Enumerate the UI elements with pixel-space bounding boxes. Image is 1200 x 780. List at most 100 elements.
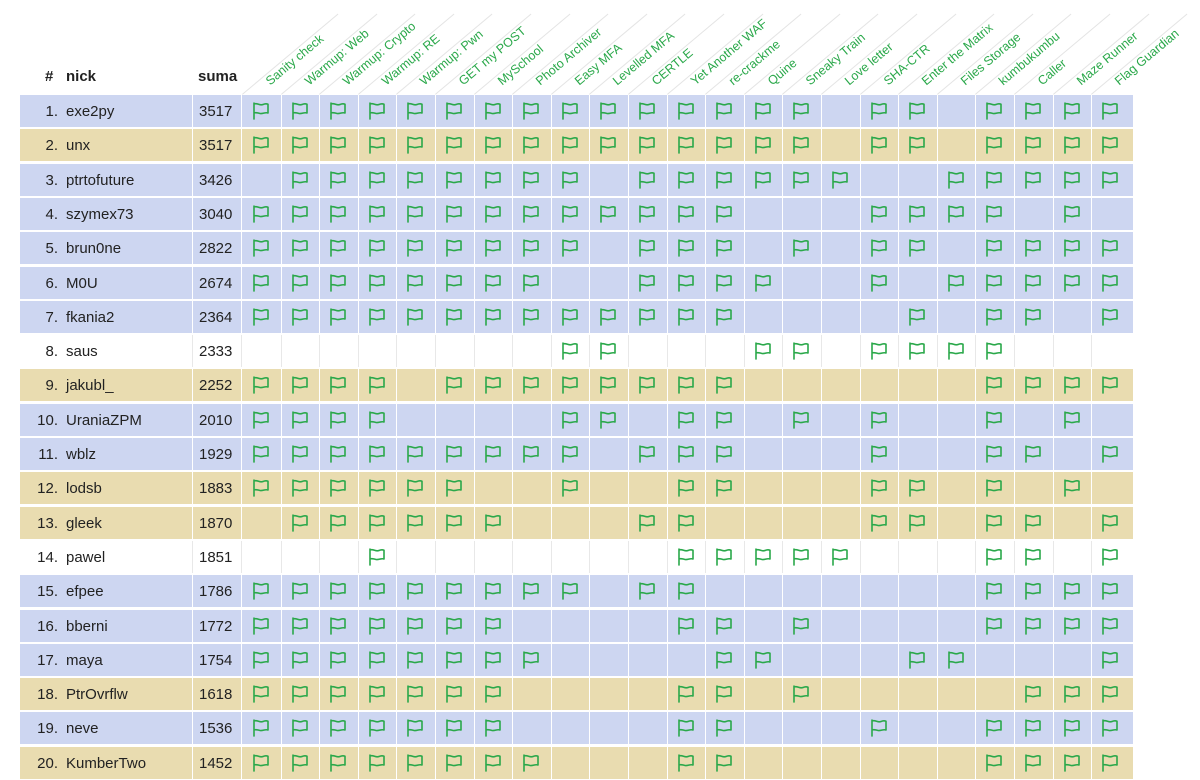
table-row[interactable]: 15. efpee 1786: [20, 575, 1133, 609]
nick-cell[interactable]: gleek: [66, 514, 102, 532]
flag-icon: [1023, 101, 1043, 121]
score-cell: 2252: [199, 377, 233, 395]
cell-divider: [1052, 609, 1054, 642]
nick-cell[interactable]: saus: [66, 343, 98, 361]
nick-cell[interactable]: PtrOvrflw: [66, 686, 128, 704]
flag-icon: [637, 273, 657, 293]
nick-cell[interactable]: ptrtofuture: [66, 171, 135, 189]
nick-cell[interactable]: UraniaZPM: [66, 411, 142, 429]
flag-icon: [907, 650, 927, 670]
score-cell: 1929: [199, 446, 233, 463]
flag-icon: [676, 410, 696, 430]
table-row[interactable]: 12. lodsb 1883: [20, 472, 1133, 506]
cell-divider: [1091, 163, 1093, 196]
cell-divider: [628, 506, 629, 539]
table-row[interactable]: 6. M0U 2674: [20, 266, 1133, 300]
flag-icon: [869, 410, 889, 430]
table-row[interactable]: 8. saus 2333: [20, 335, 1133, 369]
cell-divider: [280, 575, 282, 608]
table-row[interactable]: 11. wblz 1929: [20, 438, 1133, 471]
cell-divider: [589, 232, 591, 265]
cell-divider: [241, 163, 242, 196]
nick-cell[interactable]: neve: [66, 720, 99, 738]
table-row[interactable]: 2. unx 3517: [20, 129, 1133, 163]
nick-cell[interactable]: M0U: [66, 274, 98, 292]
table-row[interactable]: 18. PtrOvrflw 1618: [20, 678, 1133, 712]
table-row[interactable]: 20. KumberTwo 1452: [20, 746, 1133, 780]
table-row[interactable]: 5. brun0ne 2822: [20, 232, 1133, 266]
cell-divider: [435, 540, 436, 573]
cell-divider: [936, 369, 938, 402]
cell-divider: [936, 438, 938, 470]
rank-cell: 10.: [37, 411, 58, 429]
flag-icon: [791, 547, 811, 567]
flag-icon: [444, 513, 464, 533]
cell-divider: [782, 197, 784, 230]
nick-cell[interactable]: pawel: [66, 548, 106, 566]
table-row[interactable]: 13. gleek 1870: [20, 506, 1133, 540]
table-row[interactable]: 9. jakubl_ 2252: [20, 369, 1133, 403]
table-row[interactable]: 19. neve 1536: [20, 712, 1133, 746]
nick-cell[interactable]: maya: [66, 651, 103, 669]
nick-cell[interactable]: jakubl_: [66, 377, 114, 395]
flag-icon: [984, 547, 1004, 567]
flag-icon: [328, 375, 348, 395]
nick-cell[interactable]: fkania2: [66, 308, 115, 326]
cell-divider: [435, 438, 436, 470]
table-row[interactable]: 3. ptrtofuture 3426: [20, 163, 1133, 197]
cell-divider: [550, 438, 552, 470]
flag-icon: [405, 650, 425, 670]
nick-cell[interactable]: unx: [66, 137, 91, 155]
cell-divider: [666, 506, 668, 539]
cell-divider: [192, 369, 193, 402]
table-row[interactable]: 1. exe2py 3517: [20, 95, 1133, 128]
cell-divider: [589, 266, 591, 299]
cell-divider: [192, 438, 193, 470]
table-row[interactable]: 4. szymex73 3040: [20, 197, 1133, 231]
nick-cell[interactable]: lodsb: [66, 480, 102, 498]
flag-icon: [676, 204, 696, 224]
cell-divider: [1091, 575, 1093, 608]
nick-cell[interactable]: bberni: [66, 617, 108, 635]
flag-icon: [328, 135, 348, 155]
flag-icon: [1023, 170, 1043, 190]
nick-cell[interactable]: wblz: [66, 446, 97, 463]
cell-divider: [898, 95, 900, 127]
cell-divider: [782, 300, 784, 333]
cell-divider: [435, 403, 436, 436]
cell-divider: [435, 197, 436, 230]
flag-icon: [521, 238, 541, 258]
table-row[interactable]: 16. bberni 1772: [20, 609, 1133, 643]
flag-icon: [1062, 616, 1082, 636]
cell-divider: [821, 197, 822, 230]
score-cell: 1786: [199, 583, 233, 601]
nick-cell[interactable]: exe2py: [66, 103, 115, 120]
cell-divider: [473, 266, 475, 299]
cell-divider: [628, 403, 629, 436]
flag-icon: [521, 204, 541, 224]
cell-divider: [192, 335, 193, 368]
cell-divider: [1014, 197, 1015, 230]
cell-divider: [280, 266, 282, 299]
cell-divider: [782, 335, 784, 368]
flag-icon: [251, 718, 271, 738]
flag-icon: [598, 307, 618, 327]
table-row[interactable]: 17. maya 1754: [20, 643, 1133, 677]
table-row[interactable]: 10. UraniaZPM 2010: [20, 403, 1133, 437]
cell-divider: [628, 678, 629, 711]
cell-divider: [1052, 575, 1054, 608]
cell-divider: [589, 197, 591, 230]
cell-divider: [550, 712, 552, 745]
table-row[interactable]: 7. fkania2 2364: [20, 300, 1133, 334]
cell-divider: [435, 472, 436, 505]
cell-divider: [743, 678, 745, 711]
cell-divider: [821, 575, 822, 608]
flag-icon: [251, 684, 271, 704]
nick-cell[interactable]: efpee: [66, 583, 104, 601]
table-row[interactable]: 14. pawel 1851: [20, 540, 1133, 574]
flag-icon: [1062, 238, 1082, 258]
nick-cell[interactable]: szymex73: [66, 205, 134, 223]
flag-icon: [869, 341, 889, 361]
nick-cell[interactable]: KumberTwo: [66, 754, 147, 772]
nick-cell[interactable]: brun0ne: [66, 240, 122, 258]
